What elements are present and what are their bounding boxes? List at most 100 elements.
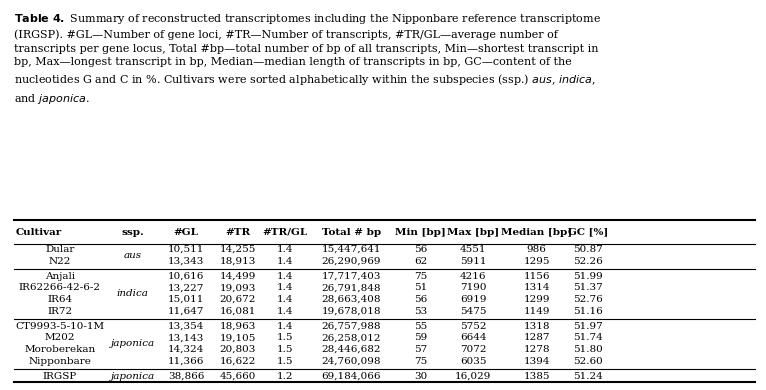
Text: 16,029: 16,029 <box>455 372 492 381</box>
Text: 62: 62 <box>414 257 427 266</box>
Text: GC [%]: GC [%] <box>568 227 608 237</box>
Text: 13,227: 13,227 <box>168 284 205 292</box>
Text: Anjali: Anjali <box>44 272 75 281</box>
Text: CT9993-5-10-1M: CT9993-5-10-1M <box>15 322 104 331</box>
Text: 30: 30 <box>414 372 427 381</box>
Text: 1295: 1295 <box>523 257 550 266</box>
Text: 1287: 1287 <box>523 333 550 342</box>
Text: 11,647: 11,647 <box>168 307 205 316</box>
Text: 1.4: 1.4 <box>277 272 293 281</box>
Text: 13,354: 13,354 <box>168 322 205 331</box>
Text: 1.5: 1.5 <box>277 356 293 365</box>
Text: 1314: 1314 <box>523 284 550 292</box>
Text: indica: indica <box>116 289 149 298</box>
Text: 7190: 7190 <box>460 284 486 292</box>
Text: 1156: 1156 <box>523 272 550 281</box>
Text: 20,803: 20,803 <box>220 345 256 354</box>
Text: 1.4: 1.4 <box>277 307 293 316</box>
Text: 6035: 6035 <box>460 356 486 365</box>
Text: 986: 986 <box>527 245 546 254</box>
Text: 20,672: 20,672 <box>220 295 256 304</box>
Text: 1.4: 1.4 <box>277 295 293 304</box>
Text: 56: 56 <box>414 245 427 254</box>
Text: 1.5: 1.5 <box>277 333 293 342</box>
Text: 11,366: 11,366 <box>168 356 205 365</box>
Text: 59: 59 <box>414 333 427 342</box>
Text: Cultivar: Cultivar <box>15 227 61 237</box>
Text: Max [bp]: Max [bp] <box>447 227 499 237</box>
Text: 38,866: 38,866 <box>168 372 205 381</box>
Text: 51.80: 51.80 <box>574 345 603 354</box>
Text: 16,622: 16,622 <box>220 356 256 365</box>
Text: 1299: 1299 <box>523 295 550 304</box>
Text: 50.87: 50.87 <box>574 245 603 254</box>
Text: 5752: 5752 <box>460 322 486 331</box>
Text: 26,258,012: 26,258,012 <box>322 333 381 342</box>
Text: 18,913: 18,913 <box>220 257 256 266</box>
Text: 19,105: 19,105 <box>220 333 256 342</box>
Text: Dular: Dular <box>45 245 74 254</box>
Text: Total # bp: Total # bp <box>322 227 381 237</box>
Text: 75: 75 <box>414 272 427 281</box>
Text: 28,663,408: 28,663,408 <box>322 295 381 304</box>
Text: 24,760,098: 24,760,098 <box>322 356 381 365</box>
Text: japonica: japonica <box>110 372 155 381</box>
Text: japonica: japonica <box>110 339 155 348</box>
Text: 5475: 5475 <box>460 307 486 316</box>
Text: 52.76: 52.76 <box>574 295 603 304</box>
Text: 57: 57 <box>414 345 427 354</box>
Text: 56: 56 <box>414 295 427 304</box>
Text: Min [bp]: Min [bp] <box>395 227 446 237</box>
Text: 7072: 7072 <box>460 345 486 354</box>
Text: 1394: 1394 <box>523 356 550 365</box>
Text: 1.4: 1.4 <box>277 245 293 254</box>
Text: 51.97: 51.97 <box>574 322 603 331</box>
Text: 52.26: 52.26 <box>574 257 603 266</box>
Text: 51.74: 51.74 <box>574 333 603 342</box>
Text: N22: N22 <box>48 257 71 266</box>
Text: M202: M202 <box>44 333 75 342</box>
Text: 28,446,682: 28,446,682 <box>322 345 381 354</box>
Text: 16,081: 16,081 <box>220 307 256 316</box>
Text: 55: 55 <box>414 322 427 331</box>
Text: 15,011: 15,011 <box>168 295 205 304</box>
Text: 51: 51 <box>414 284 427 292</box>
Text: 14,499: 14,499 <box>220 272 256 281</box>
Text: 26,791,848: 26,791,848 <box>322 284 381 292</box>
Text: 69,184,066: 69,184,066 <box>322 372 381 381</box>
Text: ssp.: ssp. <box>121 227 144 237</box>
Text: #TR: #TR <box>225 227 250 237</box>
Text: 26,290,969: 26,290,969 <box>322 257 381 266</box>
Text: 4216: 4216 <box>460 272 486 281</box>
Text: 14,255: 14,255 <box>220 245 256 254</box>
Text: 1.5: 1.5 <box>277 345 293 354</box>
Text: #TR/GL: #TR/GL <box>263 227 308 237</box>
Text: 51.37: 51.37 <box>574 284 603 292</box>
Text: 1278: 1278 <box>523 345 550 354</box>
Text: $\bf{Table\ 4.}$ Summary of reconstructed transcriptomes including the Nipponbar: $\bf{Table\ 4.}$ Summary of reconstructe… <box>14 12 601 106</box>
Text: 10,511: 10,511 <box>168 245 205 254</box>
Text: aus: aus <box>123 251 142 260</box>
Text: 45,660: 45,660 <box>220 372 256 381</box>
Text: 5911: 5911 <box>460 257 486 266</box>
Text: IR72: IR72 <box>47 307 72 316</box>
Text: 18,963: 18,963 <box>220 322 256 331</box>
Text: #GL: #GL <box>174 227 198 237</box>
Text: 1.2: 1.2 <box>277 372 293 381</box>
Text: 52.60: 52.60 <box>574 356 603 365</box>
Text: IRGSP: IRGSP <box>43 372 77 381</box>
Text: 1.4: 1.4 <box>277 257 293 266</box>
Text: 13,343: 13,343 <box>168 257 205 266</box>
Text: 10,616: 10,616 <box>168 272 205 281</box>
Text: Moroberekan: Moroberekan <box>24 345 96 354</box>
Text: 17,717,403: 17,717,403 <box>322 272 381 281</box>
Text: 19,678,018: 19,678,018 <box>322 307 381 316</box>
Text: 4551: 4551 <box>460 245 486 254</box>
Text: 1149: 1149 <box>523 307 550 316</box>
Text: 1318: 1318 <box>523 322 550 331</box>
Text: IR62266-42-6-2: IR62266-42-6-2 <box>18 284 101 292</box>
Text: 51.99: 51.99 <box>574 272 603 281</box>
Text: 6919: 6919 <box>460 295 486 304</box>
Text: 13,143: 13,143 <box>168 333 205 342</box>
Text: Nipponbare: Nipponbare <box>28 356 91 365</box>
